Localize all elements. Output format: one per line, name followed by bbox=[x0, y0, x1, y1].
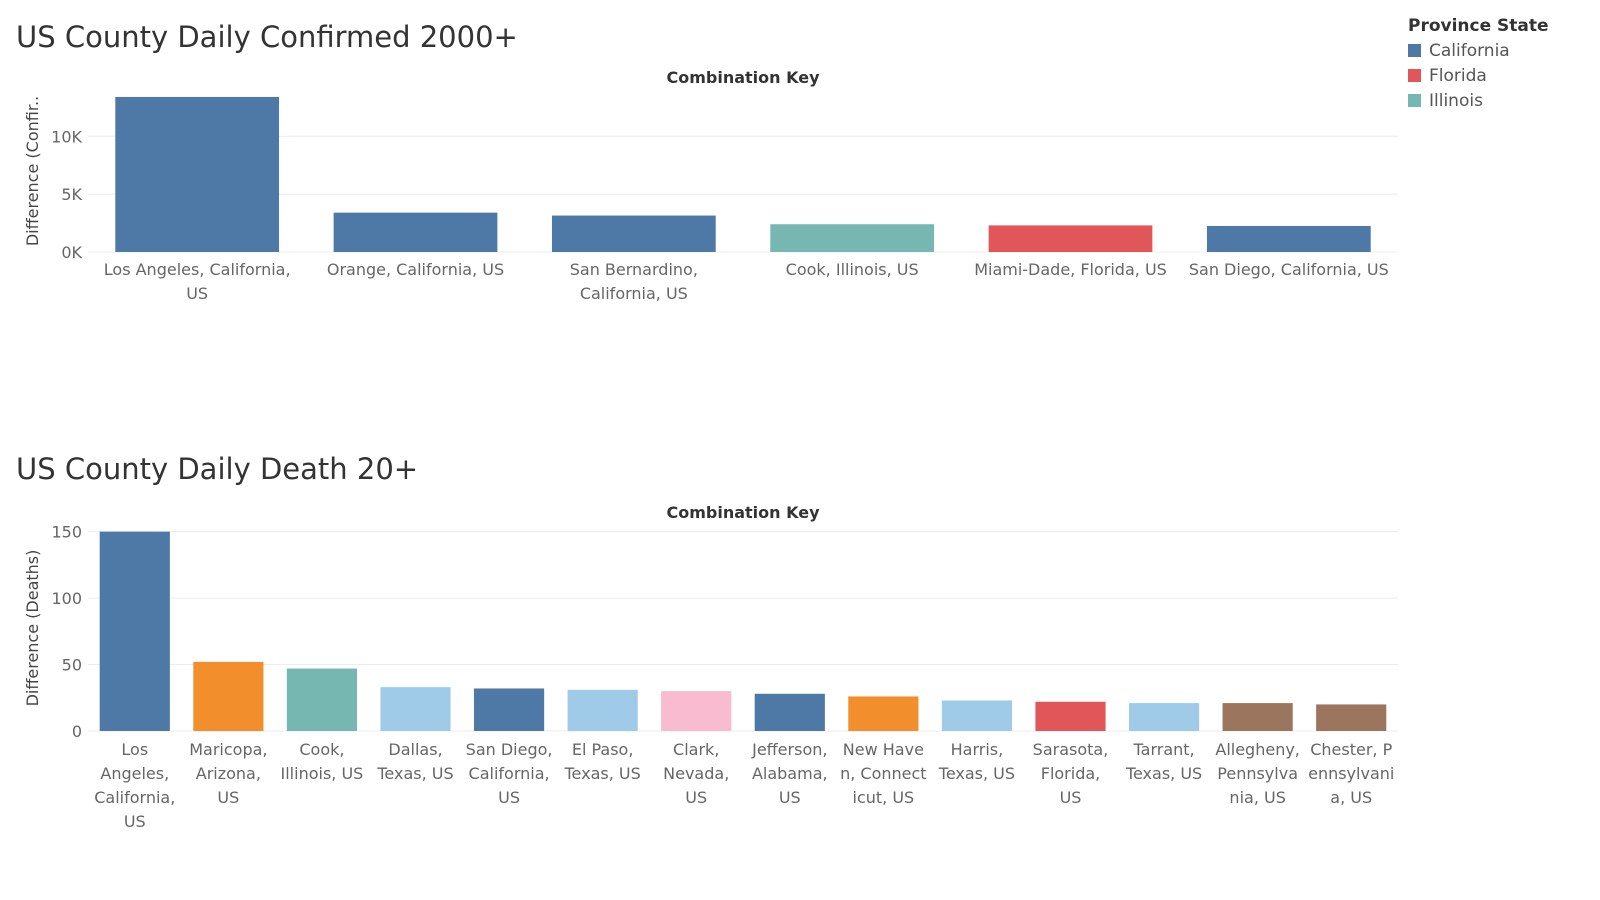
bar bbox=[1206, 225, 1371, 252]
x-category-label: Texas, US bbox=[938, 764, 1015, 783]
x-category-label: n, Connect bbox=[840, 764, 926, 783]
x-category-label: US bbox=[124, 812, 146, 831]
x-category-label: Texas, US bbox=[1125, 764, 1202, 783]
bar bbox=[1222, 703, 1293, 731]
legend-item-illinois[interactable]: Illinois bbox=[1408, 88, 1598, 113]
deaths-bar-chart: Combination Key 0 50 100 150 Difference (Deat… bbox=[23, 503, 1398, 831]
x-category-label: California, US bbox=[580, 284, 688, 303]
x-category-label: US bbox=[217, 788, 239, 807]
x-category-label: Texas, US bbox=[564, 764, 641, 783]
y-axis-title: Difference (Confir.. bbox=[23, 96, 42, 246]
bar bbox=[286, 668, 358, 731]
x-category-label: San Diego, California, US bbox=[1189, 260, 1389, 279]
bar bbox=[567, 689, 638, 731]
legend-item-california[interactable]: California bbox=[1408, 38, 1598, 63]
chart-title-confirmed: US County Daily Confirmed 2000+ bbox=[16, 20, 518, 54]
y-axis-title: Difference (Deaths) bbox=[23, 550, 42, 707]
y-tick-label: 50 bbox=[62, 656, 82, 675]
legend-swatch bbox=[1408, 94, 1421, 107]
x-category-label: Cook, bbox=[299, 740, 344, 759]
bar bbox=[1035, 701, 1106, 731]
x-category-label: New Have bbox=[843, 740, 924, 759]
y-tick-label: 10K bbox=[51, 127, 82, 146]
x-category-label: Dallas, bbox=[388, 740, 442, 759]
legend-swatch bbox=[1408, 69, 1421, 82]
x-category-label: Allegheny, bbox=[1215, 740, 1300, 759]
column-header: Combination Key bbox=[666, 68, 820, 87]
x-category-label: Chester, P bbox=[1310, 740, 1392, 759]
x-category-label: US bbox=[779, 788, 801, 807]
legend-item-florida[interactable]: Florida bbox=[1408, 63, 1598, 88]
x-category-label: Sarasota, bbox=[1033, 740, 1109, 759]
x-category-label: US bbox=[1060, 788, 1082, 807]
legend-swatch bbox=[1408, 44, 1421, 57]
x-category-label: Los Angeles, California, bbox=[104, 260, 291, 279]
x-category-label: icut, US bbox=[853, 788, 915, 807]
x-category-label: US bbox=[186, 284, 208, 303]
legend: Province State California Florida Illino… bbox=[1408, 16, 1598, 113]
x-category-label: Illinois, US bbox=[281, 764, 364, 783]
bar bbox=[1128, 703, 1200, 731]
x-category-label: Maricopa, bbox=[189, 740, 267, 759]
legend-label: Illinois bbox=[1429, 90, 1483, 111]
bar bbox=[1316, 704, 1387, 731]
x-category-label: a, US bbox=[1330, 788, 1372, 807]
bar bbox=[193, 661, 264, 731]
bar bbox=[551, 215, 716, 252]
x-category-label: ennsylvani bbox=[1308, 764, 1394, 783]
bar bbox=[848, 696, 919, 731]
column-header: Combination Key bbox=[666, 503, 820, 522]
x-category-label: Los bbox=[121, 740, 148, 759]
x-category-label: El Paso, bbox=[572, 740, 634, 759]
bar bbox=[473, 688, 545, 731]
legend-title: Province State bbox=[1408, 16, 1549, 36]
bar bbox=[941, 700, 1013, 731]
x-category-label: Angeles, bbox=[100, 764, 169, 783]
x-category-label: Clark, bbox=[673, 740, 719, 759]
chart-title-deaths: US County Daily Death 20+ bbox=[16, 452, 419, 486]
y-tick-label: 0K bbox=[61, 243, 82, 262]
x-category-label: US bbox=[498, 788, 520, 807]
x-category-label: San Bernardino, bbox=[570, 260, 698, 279]
x-category-label: Orange, California, US bbox=[327, 260, 504, 279]
y-tick-label: 5K bbox=[61, 185, 82, 204]
x-category-label: US bbox=[685, 788, 707, 807]
x-category-label: Pennsylva bbox=[1217, 764, 1298, 783]
x-category-label: Nevada, bbox=[663, 764, 729, 783]
bar bbox=[380, 687, 451, 731]
x-category-label: California, bbox=[94, 788, 175, 807]
y-tick-label: 0 bbox=[72, 722, 82, 741]
legend-label: Florida bbox=[1429, 65, 1487, 86]
x-category-label: Miami-Dade, Florida, US bbox=[974, 260, 1167, 279]
x-category-label: Jefferson, bbox=[751, 740, 827, 759]
x-category-label: Florida, bbox=[1041, 764, 1101, 783]
bar bbox=[661, 691, 732, 731]
y-tick-label: 150 bbox=[51, 523, 82, 542]
x-category-label: Harris, bbox=[951, 740, 1004, 759]
x-category-label: Tarrant, bbox=[1133, 740, 1195, 759]
confirmed-bar-chart: Combination Key 0K 5K 10K Difference (Confir… bbox=[23, 68, 1398, 303]
x-category-label: nia, US bbox=[1229, 788, 1285, 807]
x-category-label: Cook, Illinois, US bbox=[786, 260, 919, 279]
x-category-label: Texas, US bbox=[376, 764, 453, 783]
x-category-label: Arizona, bbox=[196, 764, 261, 783]
bar bbox=[770, 224, 935, 252]
bar bbox=[99, 531, 170, 731]
legend-label: California bbox=[1429, 40, 1510, 61]
x-category-label: California, bbox=[469, 764, 550, 783]
bar bbox=[115, 96, 280, 252]
x-category-label: San Diego, bbox=[466, 740, 553, 759]
bar bbox=[333, 212, 498, 252]
bar bbox=[988, 225, 1153, 252]
x-category-label: Alabama, bbox=[752, 764, 828, 783]
y-tick-label: 100 bbox=[51, 589, 82, 608]
bar bbox=[754, 693, 825, 731]
